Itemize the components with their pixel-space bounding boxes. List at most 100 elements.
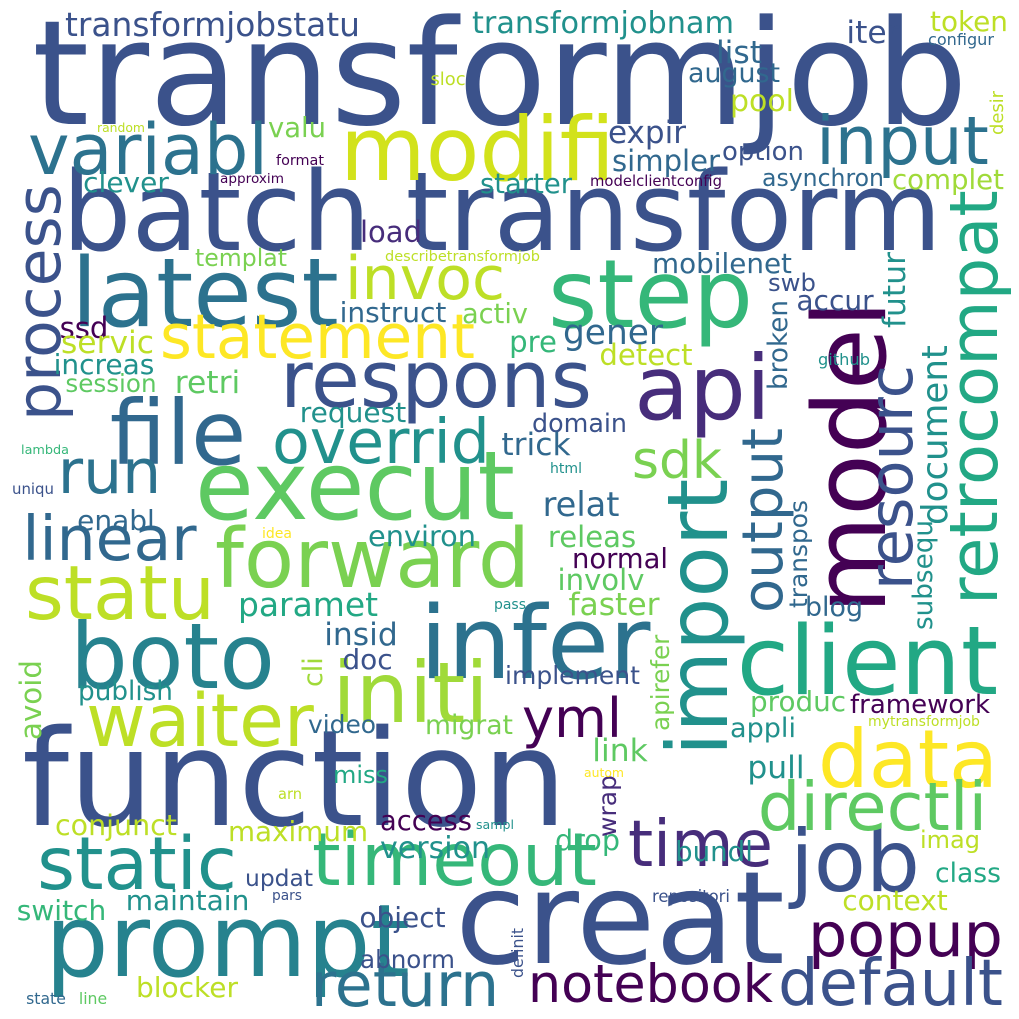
word-miss: miss bbox=[333, 761, 388, 789]
word-swb: swb bbox=[768, 267, 816, 297]
word-avoid: avoid bbox=[14, 660, 49, 740]
word-doc: doc bbox=[342, 642, 393, 676]
word-random: random bbox=[97, 120, 145, 135]
word-environ: environ bbox=[368, 518, 476, 553]
word-default: default bbox=[778, 947, 1003, 1019]
word-sampl: sampl bbox=[476, 816, 514, 832]
word-arn: arn bbox=[278, 785, 302, 803]
word-desir: desir bbox=[987, 90, 1009, 135]
word-load: load bbox=[360, 214, 422, 249]
word-github: github bbox=[817, 349, 870, 369]
word-maximum: maximum bbox=[227, 815, 369, 849]
word-servic: servic bbox=[60, 325, 155, 362]
word-option: option bbox=[722, 136, 804, 167]
word-templat: templat bbox=[195, 243, 287, 272]
word-statement: statement bbox=[160, 301, 475, 373]
word-initi: initi bbox=[332, 643, 489, 742]
word-variabl: variabl bbox=[28, 109, 268, 192]
word-enabl: enabl bbox=[77, 503, 155, 537]
word-sloc: sloc bbox=[430, 69, 466, 91]
word-latest: latest bbox=[71, 238, 339, 349]
word-boto: boto bbox=[70, 604, 275, 711]
word-blocker: blocker bbox=[135, 970, 239, 1004]
word-directli: directli bbox=[757, 768, 988, 847]
word-relat: relat bbox=[542, 485, 620, 525]
word-static: static bbox=[37, 822, 237, 908]
word-idea: idea bbox=[262, 525, 292, 542]
word-statu: statu bbox=[25, 549, 215, 637]
word-valu: valu bbox=[268, 113, 326, 145]
word-uniqu: uniqu bbox=[12, 479, 54, 498]
word-batch-transform: batch transform bbox=[62, 148, 942, 277]
word-wrap: wrap bbox=[593, 775, 623, 837]
word-session: session bbox=[65, 368, 157, 398]
word-state: state bbox=[26, 989, 66, 1009]
word-normal: normal bbox=[572, 544, 668, 576]
word-document: document bbox=[914, 345, 956, 525]
word-execut: execut bbox=[195, 430, 515, 543]
word-format: format bbox=[276, 152, 324, 169]
word-link: link bbox=[592, 733, 648, 770]
word-timeout: timeout bbox=[312, 817, 597, 903]
word-file: file bbox=[109, 382, 247, 487]
word-maintain: maintain bbox=[125, 883, 250, 917]
word-respons: respons bbox=[280, 333, 592, 427]
word-pars: pars bbox=[272, 888, 302, 905]
word-updat: updat bbox=[245, 864, 313, 893]
word-list: list bbox=[715, 35, 763, 72]
word-token: token bbox=[930, 5, 1008, 39]
word-process: process bbox=[2, 184, 75, 421]
word-migrat: migrat bbox=[425, 709, 513, 741]
word-paramet: paramet bbox=[237, 584, 378, 624]
word-mobilenet: mobilenet bbox=[652, 247, 792, 281]
word-drop: drop bbox=[555, 822, 620, 857]
word-faster: faster bbox=[568, 587, 660, 624]
word-prompt: prompt bbox=[45, 883, 410, 1001]
word-transformjobnam: transformjobnam bbox=[472, 5, 734, 41]
word-access: access bbox=[380, 806, 472, 838]
word-conjunct: conjunct bbox=[55, 808, 177, 842]
word-sdk: sdk bbox=[632, 431, 722, 492]
word-transformjob: transformjob bbox=[32, 0, 968, 160]
word-infer: infer bbox=[419, 583, 651, 702]
word-class: class bbox=[935, 858, 1001, 890]
word-involv: involv bbox=[557, 563, 645, 598]
word-publish: publish bbox=[78, 677, 173, 708]
word-cli: cli bbox=[297, 657, 329, 688]
word-asynchron: asynchron bbox=[762, 163, 884, 192]
word-iter: iter bbox=[846, 15, 900, 52]
word-approxim: approxim bbox=[220, 171, 284, 188]
word-overrid: overrid bbox=[272, 405, 490, 478]
word-lambda: lambda bbox=[21, 442, 69, 458]
word-switch: switch bbox=[16, 893, 107, 927]
word-domain: domain bbox=[532, 408, 627, 439]
word-blog: blog bbox=[805, 591, 863, 623]
word-request: request bbox=[299, 395, 407, 429]
word-instruct: instruct bbox=[339, 295, 447, 329]
word-waiter: waiter bbox=[86, 679, 314, 765]
word-linear: linear bbox=[22, 502, 197, 575]
word-step: step bbox=[548, 239, 753, 350]
word-video: video bbox=[308, 709, 376, 739]
word-client: client bbox=[736, 606, 999, 717]
word-return: return bbox=[310, 948, 500, 1019]
word-simpler: simpler bbox=[612, 144, 720, 179]
word-invoc: invoc bbox=[345, 244, 505, 315]
word-configur: configur bbox=[927, 29, 994, 49]
word-time: time bbox=[628, 807, 773, 883]
word-autom: autom bbox=[584, 764, 624, 780]
word-version: version bbox=[380, 830, 490, 866]
word-describetransformjob: describetransformjob bbox=[385, 248, 540, 265]
word-detect: detect bbox=[599, 338, 693, 373]
word-releas: releas bbox=[547, 520, 637, 555]
word-retri: retri bbox=[174, 365, 241, 402]
word-data: data bbox=[818, 713, 998, 807]
word-definit: definit bbox=[508, 928, 528, 978]
word-starter: starter bbox=[480, 168, 572, 200]
word-insid: insid bbox=[324, 617, 398, 654]
word-accur: accur bbox=[796, 283, 874, 317]
word-run: run bbox=[57, 435, 162, 508]
word-mytransformjob: mytransformjob bbox=[868, 713, 980, 730]
word-bundl: bundl bbox=[675, 835, 753, 869]
word-futur: futur bbox=[877, 252, 914, 328]
